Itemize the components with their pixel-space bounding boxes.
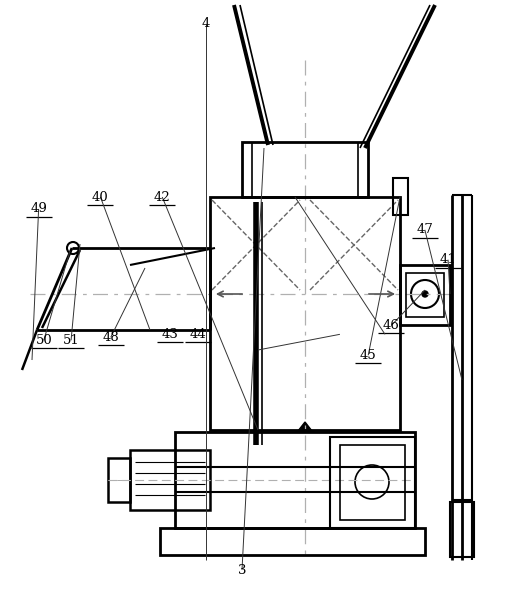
Text: 42: 42 <box>154 190 170 204</box>
Bar <box>242 142 368 197</box>
Text: 50: 50 <box>36 334 52 347</box>
Bar <box>160 528 425 555</box>
Text: 3: 3 <box>238 564 246 577</box>
Text: 51: 51 <box>63 334 79 347</box>
Text: 49: 49 <box>30 202 47 216</box>
Bar <box>450 502 474 557</box>
Polygon shape <box>298 422 312 431</box>
Bar <box>108 458 130 502</box>
Bar <box>210 197 400 430</box>
Bar <box>400 265 450 325</box>
Text: 48: 48 <box>102 331 119 344</box>
Text: 45: 45 <box>360 349 376 362</box>
Text: 40: 40 <box>92 190 109 204</box>
Bar <box>130 450 210 510</box>
Bar <box>330 437 415 528</box>
Bar <box>340 445 405 520</box>
Text: 4: 4 <box>202 17 210 30</box>
Text: 41: 41 <box>440 253 456 266</box>
Text: 43: 43 <box>162 328 178 341</box>
Circle shape <box>422 291 428 297</box>
Bar <box>393 178 408 215</box>
Text: 44: 44 <box>190 328 207 341</box>
Text: 46: 46 <box>383 319 400 332</box>
Bar <box>175 432 415 528</box>
Bar <box>406 273 444 317</box>
Text: 47: 47 <box>417 223 433 236</box>
